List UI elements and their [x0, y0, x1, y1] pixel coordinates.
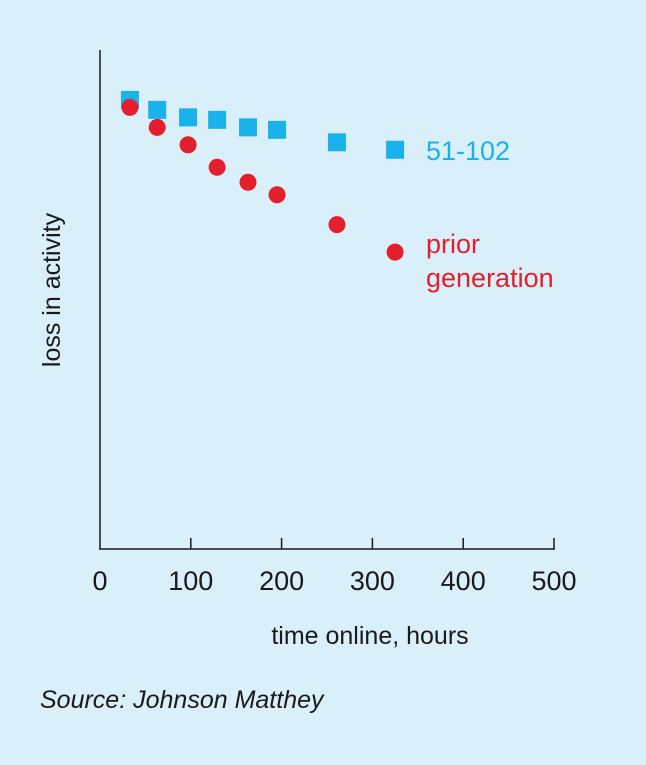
series-1-point	[179, 108, 198, 127]
x-tick-label-0: 0	[92, 566, 107, 596]
series-2-point	[179, 136, 197, 154]
series-labels: 51-102 prior generation	[426, 136, 554, 293]
series-label-line: prior	[426, 229, 480, 259]
series-1-point	[239, 118, 258, 137]
series-2-point	[328, 216, 346, 234]
series-2-point	[239, 173, 257, 191]
series-2-point	[386, 243, 404, 261]
x-tick-label-500: 500	[531, 566, 576, 596]
source-note: Source: Johnson Matthey	[40, 686, 324, 714]
data-marks	[120, 90, 405, 261]
series-2-points	[121, 98, 404, 261]
series-2-label: prior generation	[426, 229, 554, 293]
series-1-point	[386, 140, 405, 159]
x-tick-label-100: 100	[168, 566, 213, 596]
y-axis-title: loss in activity	[38, 212, 66, 367]
series-1-label: 51-102	[426, 136, 510, 166]
series-2-point	[208, 158, 226, 176]
series-1-point	[148, 100, 167, 119]
series-2-point	[268, 186, 286, 204]
series-label-line: 51-102	[426, 136, 510, 166]
series-1-point	[208, 110, 227, 129]
series-1-points	[120, 90, 405, 159]
x-tick-label-200: 200	[259, 566, 304, 596]
x-tick-label-300: 300	[350, 566, 395, 596]
series-1-point	[268, 120, 287, 139]
series-label-line: generation	[426, 263, 554, 293]
series-2-point	[121, 98, 139, 116]
series-1-point	[327, 133, 346, 152]
x-axis-title: time online, hours	[271, 622, 468, 650]
x-axis-ticks: 0 100 200 300 400 500	[92, 538, 577, 596]
series-2-point	[148, 118, 166, 136]
x-tick-label-400: 400	[441, 566, 486, 596]
